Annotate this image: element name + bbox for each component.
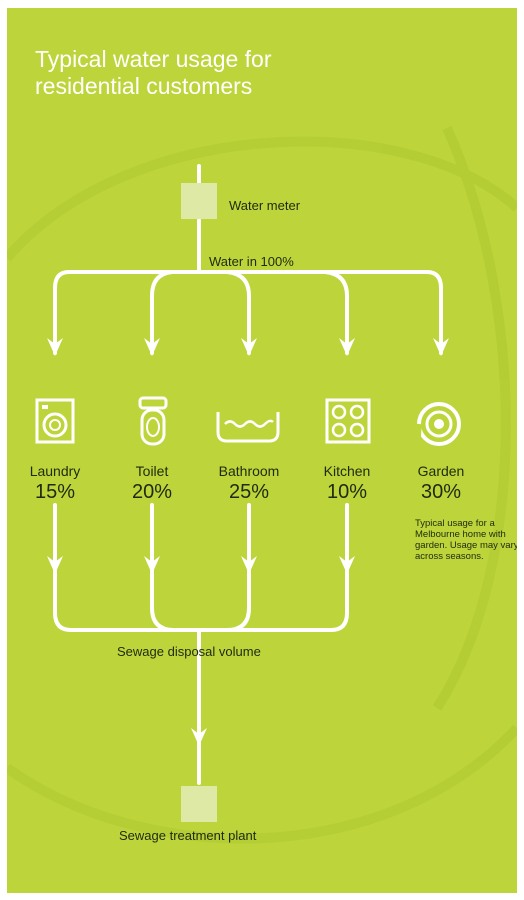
garden-note: Typical usage for a Melbourne home with …	[415, 518, 517, 562]
water-meter-box	[181, 183, 217, 219]
infographic-panel: Typical water usage for residential cust…	[7, 8, 517, 893]
category-name-bathroom: Bathroom	[218, 463, 280, 479]
arrow-toilet-out	[144, 556, 160, 574]
collector-left	[53, 596, 201, 632]
flow-diagram	[7, 125, 517, 844]
category-percent-toilet: 20%	[131, 481, 173, 503]
water-meter-label: Water meter	[229, 198, 301, 213]
hose-reel-icon	[415, 402, 461, 447]
branch-kitchen	[323, 270, 349, 355]
collector-right	[197, 596, 349, 632]
branch-bathroom	[225, 270, 251, 355]
category-name-toilet: Toilet	[135, 463, 169, 479]
category-percent-laundry: 15%	[34, 481, 76, 503]
category-name-kitchen: Kitchen	[323, 463, 371, 479]
page-title: Typical water usage for residential cust…	[35, 46, 272, 99]
collector-toilet	[150, 596, 176, 632]
branch-toilet	[150, 270, 174, 355]
water-in-label: Water in 100%	[209, 254, 294, 269]
washing-machine-icon	[35, 398, 75, 444]
treatment-plant-label: Sewage treatment plant	[119, 828, 257, 843]
category-name-laundry: Laundry	[29, 463, 81, 479]
arrow-kitchen-in	[339, 338, 355, 356]
category-name-garden: Garden	[417, 463, 465, 479]
arrow-bathroom-out	[241, 556, 257, 574]
background-swirl	[7, 125, 517, 844]
toilet-icon	[138, 396, 168, 446]
collector-bathroom	[225, 596, 251, 632]
sewage-disposal-label: Sewage disposal volume	[117, 644, 261, 659]
arrow-laundry-in	[47, 338, 63, 356]
bathtub-icon	[216, 412, 280, 443]
arrow-bathroom-in	[241, 338, 257, 356]
arrow-garden-in	[433, 338, 449, 356]
category-percent-bathroom: 25%	[228, 481, 270, 503]
arrow-toilet-in	[144, 338, 160, 356]
stove-icon	[325, 398, 371, 444]
category-percent-kitchen: 10%	[326, 481, 368, 503]
arrow-laundry-out	[47, 556, 63, 574]
arrow-kitchen-out	[339, 556, 355, 574]
arrow-treatment	[191, 728, 207, 746]
distribution-header-right	[197, 270, 443, 355]
treatment-plant-box	[181, 786, 217, 822]
distribution-header-left	[53, 270, 201, 355]
category-percent-garden: 30%	[420, 481, 462, 503]
